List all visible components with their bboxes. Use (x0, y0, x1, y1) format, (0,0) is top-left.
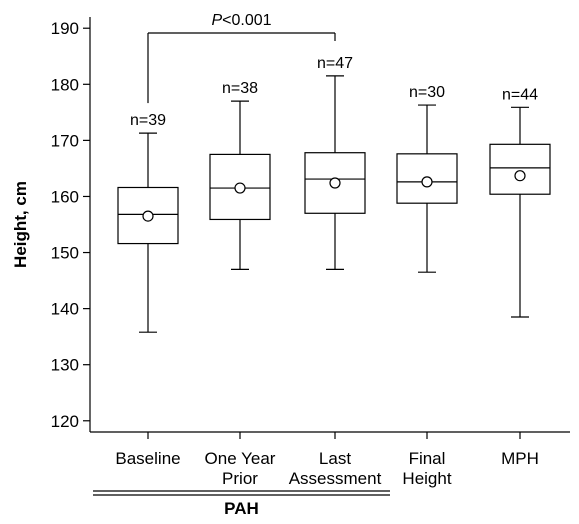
box (489, 143, 551, 195)
y-tick-label: 120 (51, 412, 79, 431)
x-tick-label: One Year (205, 449, 276, 468)
significance-label: P<0.001 (211, 12, 271, 29)
x-tick-label: MPH (501, 449, 539, 468)
mean-marker (234, 182, 246, 194)
n-label: n=44 (502, 86, 538, 103)
x-tick-label: Baseline (115, 449, 180, 468)
significance-p: P (211, 12, 222, 29)
mean-marker (142, 210, 154, 222)
y-tick-label: 140 (51, 300, 79, 319)
n-label: n=30 (409, 84, 445, 101)
x-tick-label: Final (409, 449, 446, 468)
y-tick-label: 170 (51, 131, 79, 150)
group-label: PAH (224, 499, 259, 518)
n-label: n=38 (222, 80, 258, 97)
x-tick-label: Assessment (289, 469, 382, 488)
y-tick-label: 130 (51, 356, 79, 375)
y-axis-label: Height, cm (11, 181, 30, 268)
mean-marker (514, 170, 526, 182)
x-tick-label: Height (402, 469, 451, 488)
x-tick-label: Prior (222, 469, 258, 488)
mean-marker (329, 177, 341, 189)
mean-marker (421, 176, 433, 188)
x-tick-label: Last (319, 449, 351, 468)
y-tick-label: 160 (51, 187, 79, 206)
n-label: n=47 (317, 55, 353, 72)
n-label: n=39 (130, 112, 166, 129)
y-tick-label: 150 (51, 244, 79, 263)
significance-value: <0.001 (222, 12, 271, 29)
y-tick-label: 180 (51, 75, 79, 94)
y-tick-label: 190 (51, 19, 79, 38)
